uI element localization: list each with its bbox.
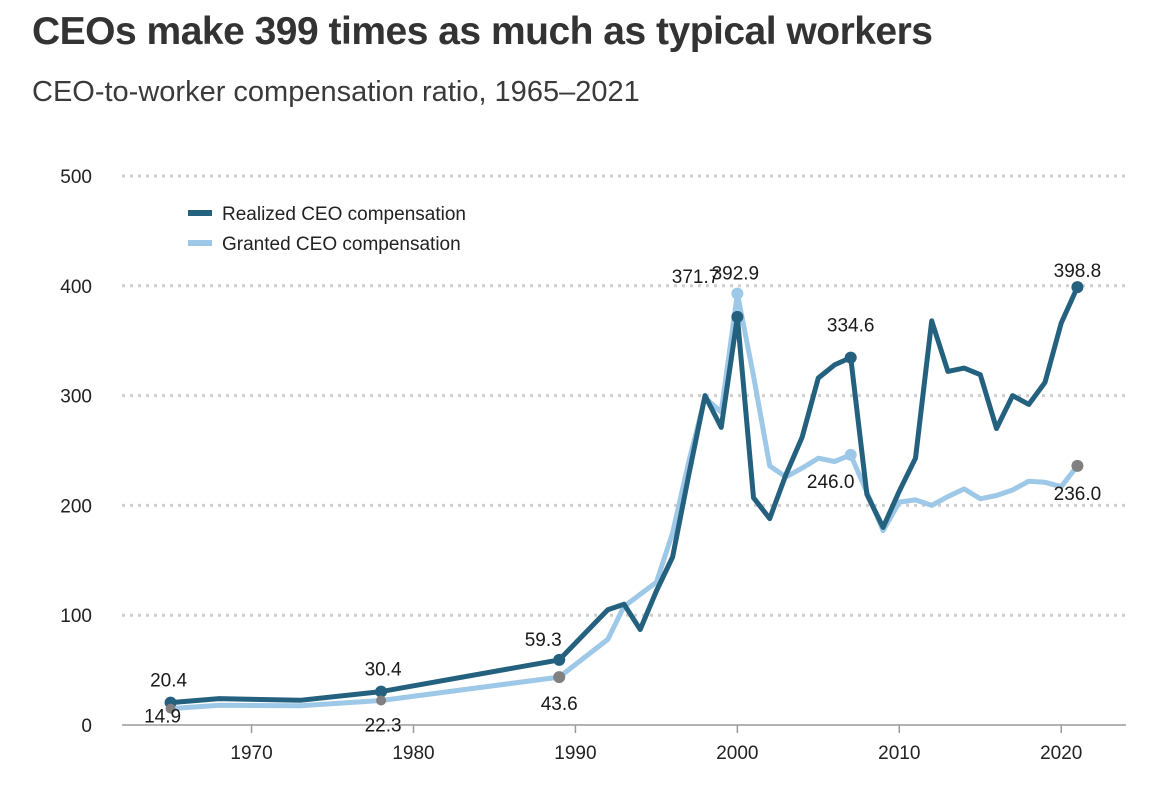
y-tick-label-500: 500 [60, 167, 92, 188]
marker-granted-1989 [553, 671, 566, 684]
chart-title: CEOs make 399 times as much as typical w… [32, 10, 933, 53]
marker-realized-1989 [553, 653, 566, 666]
data-label-realized-2000: 371.7 [672, 267, 720, 288]
x-tick-label-1980: 1980 [392, 743, 434, 764]
data-label-realized-1978: 30.4 [365, 660, 402, 681]
marker-granted-2007 [844, 448, 857, 461]
marker-realized-1978 [375, 685, 388, 698]
data-label-realized-2021: 398.8 [1054, 261, 1102, 282]
x-tick-label-2000: 2000 [716, 743, 758, 764]
series-line-granted [168, 291, 1080, 712]
y-axis-ticks: 0 100 200 300 400 500 [60, 167, 92, 737]
marker-realized-2000 [731, 310, 744, 323]
data-label-realized-2007: 334.6 [827, 316, 875, 337]
marker-granted-1978 [376, 695, 387, 706]
y-tick-label-0: 0 [81, 716, 92, 737]
marker-realized-2021 [1071, 281, 1084, 294]
data-label-granted-2000: 392.9 [712, 264, 760, 285]
annotation-markers [164, 281, 1084, 714]
data-label-realized-1989: 59.3 [525, 630, 562, 651]
x-tick-label-2020: 2020 [1040, 743, 1082, 764]
x-tick-label-1990: 1990 [554, 743, 596, 764]
data-label-granted-1989: 43.6 [541, 694, 578, 715]
legend-label-granted: Granted CEO compensation [222, 234, 461, 255]
x-tick-label-2010: 2010 [878, 743, 920, 764]
data-label-granted-2007: 246.0 [807, 472, 855, 493]
marker-granted-2000 [731, 287, 744, 300]
x-tick-label-1970: 1970 [230, 743, 272, 764]
y-tick-label-100: 100 [60, 606, 92, 627]
data-label-granted-1965: 14.9 [144, 707, 181, 728]
series-lines [168, 284, 1080, 712]
marker-granted-2021 [1071, 459, 1084, 472]
data-label-granted-1978: 22.3 [365, 716, 402, 737]
y-tick-label-300: 300 [60, 387, 92, 408]
chart-subtitle: CEO-to-worker compensation ratio, 1965–2… [32, 76, 640, 108]
x-axis: 1970 1980 1990 2000 2010 2020 [122, 724, 1126, 764]
y-tick-label-400: 400 [60, 277, 92, 298]
y-tick-label-200: 200 [60, 496, 92, 517]
series-line-realized [168, 284, 1080, 706]
legend: Realized CEO compensation Granted CEO com… [188, 204, 466, 255]
marker-granted-1965 [165, 703, 176, 714]
marker-realized-2007 [844, 351, 857, 364]
data-label-realized-1965: 20.4 [150, 671, 187, 692]
data-label-granted-2021: 236.0 [1054, 484, 1102, 505]
legend-label-realized: Realized CEO compensation [222, 204, 466, 225]
